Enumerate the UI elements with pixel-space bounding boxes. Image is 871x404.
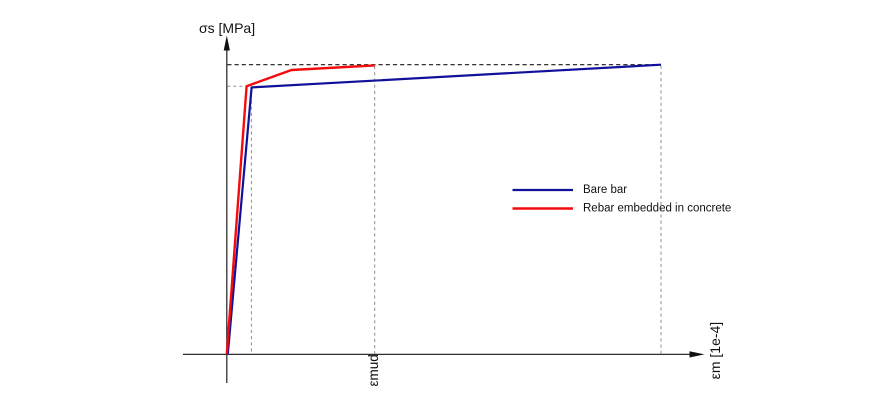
svg-text:εm [1e-4]: εm [1e-4] — [707, 322, 723, 380]
svg-text:εmud: εmud — [366, 354, 381, 386]
svg-text:Rebar embedded in concrete: Rebar embedded in concrete — [583, 203, 731, 215]
svg-text:Bare bar: Bare bar — [583, 184, 627, 196]
svg-text:σs [MPa]: σs [MPa] — [199, 20, 255, 36]
